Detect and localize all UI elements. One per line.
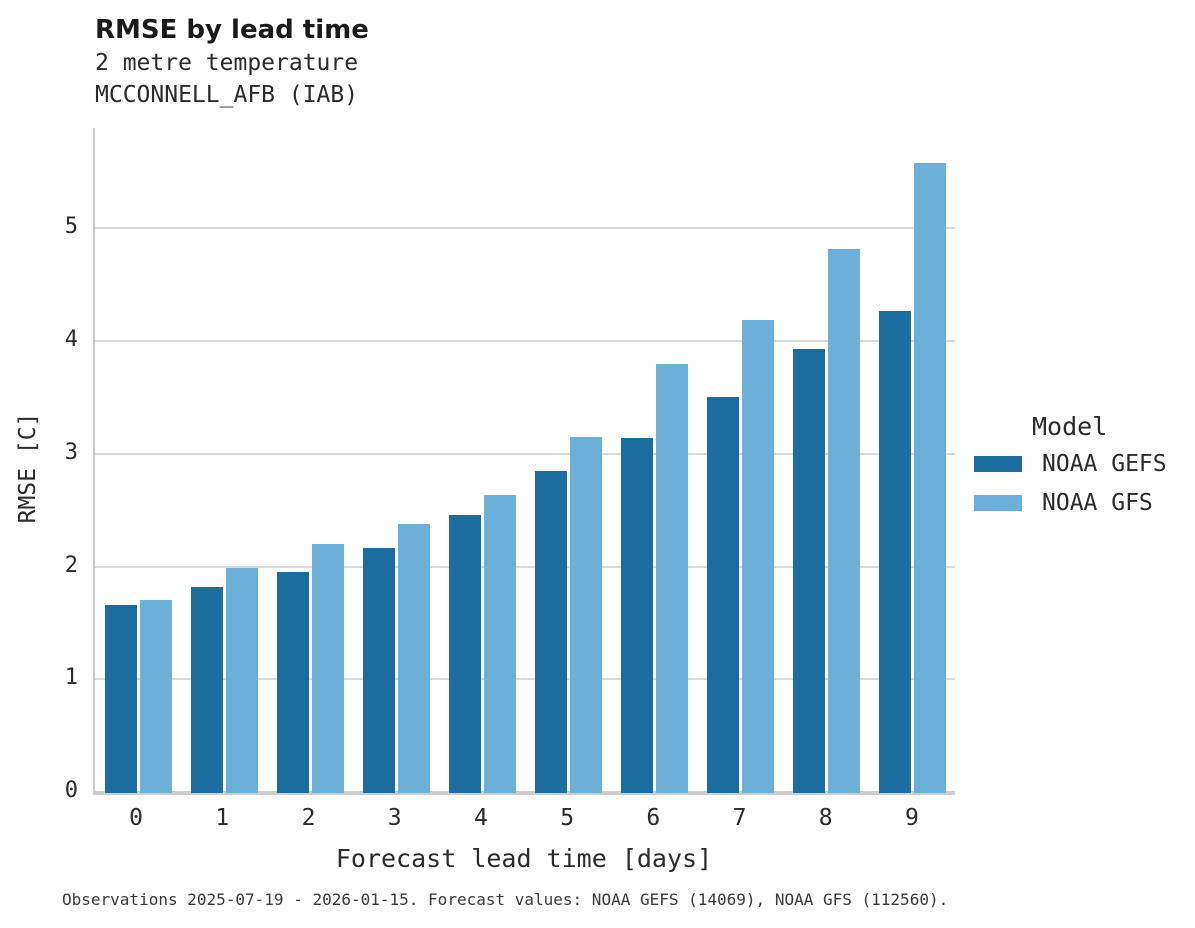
x-axis-baseline xyxy=(93,791,955,795)
legend-entry-noaa-gefs: NOAA GEFS xyxy=(974,451,1167,477)
legend-label-noaa-gfs: NOAA GFS xyxy=(1042,490,1153,516)
bar-noaa-gfs-lead-2 xyxy=(311,543,344,793)
x-tick-label-0: 0 xyxy=(129,805,144,831)
bar-noaa-gfs-lead-5 xyxy=(569,436,602,793)
y-tick-label-2: 2 xyxy=(64,552,78,578)
bar-noaa-gfs-lead-9 xyxy=(913,162,946,793)
x-tick-label-9: 9 xyxy=(905,805,919,831)
x-tick-label-8: 8 xyxy=(818,805,833,831)
x-tick-label-5: 5 xyxy=(560,805,575,831)
legend-swatch-noaa-gefs-icon xyxy=(974,456,1022,472)
x-tick-label-7: 7 xyxy=(732,805,747,831)
bar-noaa-gefs-lead-7 xyxy=(706,397,739,793)
chart-title: RMSE by lead time xyxy=(95,15,369,45)
bar-noaa-gefs-lead-9 xyxy=(878,310,911,793)
plot-area xyxy=(93,128,955,795)
bar-noaa-gfs-lead-8 xyxy=(827,248,860,793)
gridline-y-5 xyxy=(95,227,955,230)
chart-subtitle-station: MCCONNELL_AFB (IAB) xyxy=(95,82,359,109)
legend-label-noaa-gefs: NOAA GEFS xyxy=(1042,451,1167,477)
bar-group-lead-0 xyxy=(95,128,181,793)
gridline-y-1 xyxy=(95,678,955,681)
bar-noaa-gfs-lead-3 xyxy=(397,523,430,793)
bar-group-lead-4 xyxy=(439,128,525,793)
bar-noaa-gefs-lead-6 xyxy=(620,437,653,793)
caption: Observations 2025-07-19 - 2026-01-15. Fo… xyxy=(62,890,949,909)
y-tick-label-1: 1 xyxy=(64,665,78,691)
bar-noaa-gefs-lead-3 xyxy=(362,548,395,793)
legend-title: Model xyxy=(1032,412,1108,441)
y-axis-label: RMSE [C] xyxy=(15,412,41,524)
bar-noaa-gefs-lead-4 xyxy=(448,514,481,793)
bar-group-lead-7 xyxy=(697,128,783,793)
gridline-y-3 xyxy=(95,452,955,455)
x-tick-label-6: 6 xyxy=(646,805,661,831)
bar-group-lead-8 xyxy=(783,128,869,793)
y-tick-label-5: 5 xyxy=(64,214,78,240)
bar-noaa-gefs-lead-0 xyxy=(104,604,137,793)
bar-noaa-gefs-lead-5 xyxy=(534,470,567,793)
bar-noaa-gfs-lead-1 xyxy=(225,567,258,793)
gridline-y-4 xyxy=(95,340,955,343)
chart-subtitle-variable: 2 metre temperature xyxy=(95,49,359,76)
x-axis-ticks: 0 1 2 3 4 5 6 7 8 9 xyxy=(93,805,955,831)
bar-noaa-gfs-lead-7 xyxy=(741,319,774,793)
bar-noaa-gfs-lead-4 xyxy=(483,495,516,793)
bar-group-lead-6 xyxy=(611,128,697,793)
bars-container xyxy=(95,128,955,793)
bar-group-lead-9 xyxy=(869,128,955,793)
legend: Model NOAA GEFS NOAA GFS xyxy=(974,412,1167,529)
legend-entry-noaa-gfs: NOAA GFS xyxy=(974,490,1167,516)
bar-group-lead-2 xyxy=(267,128,353,793)
bar-noaa-gefs-lead-1 xyxy=(190,586,223,793)
bar-group-lead-1 xyxy=(181,128,267,793)
legend-swatch-noaa-gfs-icon xyxy=(974,495,1022,511)
x-tick-label-3: 3 xyxy=(387,805,402,831)
x-axis-label: Forecast lead time [days] xyxy=(335,844,713,873)
y-tick-label-4: 4 xyxy=(64,327,78,353)
y-tick-label-0: 0 xyxy=(64,778,78,803)
bar-noaa-gfs-lead-6 xyxy=(655,363,688,793)
bar-noaa-gfs-lead-0 xyxy=(139,600,172,793)
chart-header: RMSE by lead time 2 metre temperature MC… xyxy=(95,14,369,112)
x-tick-label-4: 4 xyxy=(473,805,488,831)
bar-noaa-gefs-lead-2 xyxy=(276,572,309,793)
bar-group-lead-3 xyxy=(353,128,439,793)
x-tick-label-2: 2 xyxy=(301,805,316,831)
bar-noaa-gefs-lead-8 xyxy=(792,348,825,793)
gridline-y-2 xyxy=(95,565,955,568)
y-tick-label-3: 3 xyxy=(64,439,78,465)
x-tick-label-1: 1 xyxy=(215,805,230,831)
bar-group-lead-5 xyxy=(525,128,611,793)
